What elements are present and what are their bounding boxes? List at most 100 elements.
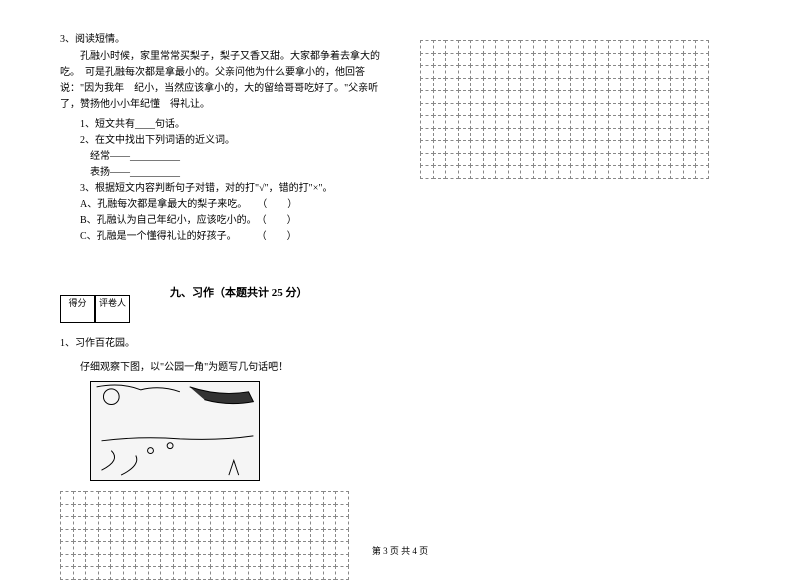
grid-cell [683, 40, 697, 54]
grid-cell [645, 115, 659, 129]
grid-cell [683, 65, 697, 79]
question-2a: 经常——__________ [60, 149, 380, 165]
grid-cell [458, 53, 472, 67]
grid-cell [683, 140, 697, 154]
grid-cell [670, 128, 684, 142]
grid-cell [495, 165, 509, 179]
grid-row [60, 566, 380, 579]
grid-cell [235, 566, 249, 580]
grid-cell [458, 140, 472, 154]
grid-row [60, 529, 380, 542]
section-9-title: 九、习作（本题共计 25 分） [170, 284, 308, 300]
grid-cell [98, 504, 112, 518]
grid-cell [310, 504, 324, 518]
grid-cell [248, 529, 262, 543]
grid-cell [595, 140, 609, 154]
grid-cell [445, 103, 459, 117]
grid-cell [445, 90, 459, 104]
reading-passage: 孔融小时候，家里常常买梨子，梨子又香又甜。大家都争着去拿大的吃。 可是孔融每次都… [60, 49, 380, 113]
grid-cell [148, 566, 162, 580]
grid-cell [595, 153, 609, 167]
grid-cell [558, 115, 572, 129]
grid-cell [85, 529, 99, 543]
grid-cell [695, 65, 709, 79]
grid-cell [533, 40, 547, 54]
grid-cell [310, 491, 324, 505]
grid-cell [470, 153, 484, 167]
grid-cell [583, 115, 597, 129]
grid-cell [248, 491, 262, 505]
grid-cell [273, 516, 287, 530]
grid-cell [620, 165, 634, 179]
grid-cell [160, 491, 174, 505]
grid-cell [695, 90, 709, 104]
grid-cell [470, 165, 484, 179]
grid-cell [670, 103, 684, 117]
grid-cell [123, 566, 137, 580]
grid-cell [558, 165, 572, 179]
grid-cell [558, 78, 572, 92]
grid-cell [570, 165, 584, 179]
grid-cell [110, 529, 124, 543]
grid-cell [558, 40, 572, 54]
grid-cell [483, 53, 497, 67]
grid-cell [595, 128, 609, 142]
grid-cell [633, 153, 647, 167]
grid-cell [558, 128, 572, 142]
grid-cell [645, 153, 659, 167]
grid-cell [223, 491, 237, 505]
grid-cell [260, 529, 274, 543]
grid-cell [495, 78, 509, 92]
grid-cell [608, 53, 622, 67]
grid-cell [445, 115, 459, 129]
grid-cell [658, 128, 672, 142]
grid-cell [420, 78, 434, 92]
grid-cell [658, 90, 672, 104]
grid-cell [298, 529, 312, 543]
question-3b: B、孔融认为自己年纪小，应该吃小的。 （ ） [60, 213, 380, 229]
grid-cell [433, 128, 447, 142]
grid-cell [210, 504, 224, 518]
grid-cell [483, 115, 497, 129]
grid-cell [595, 165, 609, 179]
grid-cell [110, 491, 124, 505]
writing-sub1: 1、习作百花园。 [60, 336, 380, 352]
grid-cell [470, 115, 484, 129]
grid-cell [495, 153, 509, 167]
grid-cell [608, 128, 622, 142]
grid-cell [595, 115, 609, 129]
grid-cell [645, 78, 659, 92]
grid-cell [545, 153, 559, 167]
grid-cell [420, 90, 434, 104]
grid-cell [483, 103, 497, 117]
grid-cell [173, 504, 187, 518]
grid-cell [595, 90, 609, 104]
score-section: 得分 评卷人 九、习作（本题共计 25 分） [60, 245, 380, 328]
grid-cell [695, 128, 709, 142]
grid-cell [198, 504, 212, 518]
grid-cell [110, 516, 124, 530]
grid-cell [645, 40, 659, 54]
grid-cell [583, 65, 597, 79]
grid-cell [285, 504, 299, 518]
grid-cell [645, 90, 659, 104]
grid-cell [508, 40, 522, 54]
grid-cell [545, 140, 559, 154]
grid-cell [508, 140, 522, 154]
grid-cell [433, 40, 447, 54]
grid-cell [470, 103, 484, 117]
grid-cell [85, 516, 99, 530]
score-cell-1: 得分 [60, 295, 95, 323]
grid-cell [458, 65, 472, 79]
grid-cell [98, 491, 112, 505]
grid-cell [483, 65, 497, 79]
grid-cell [645, 65, 659, 79]
grid-cell [533, 90, 547, 104]
grid-cell [620, 128, 634, 142]
grid-cell [533, 128, 547, 142]
grid-row [420, 103, 740, 116]
grid-cell [420, 153, 434, 167]
grid-cell [235, 491, 249, 505]
grid-cell [533, 78, 547, 92]
grid-cell [445, 78, 459, 92]
